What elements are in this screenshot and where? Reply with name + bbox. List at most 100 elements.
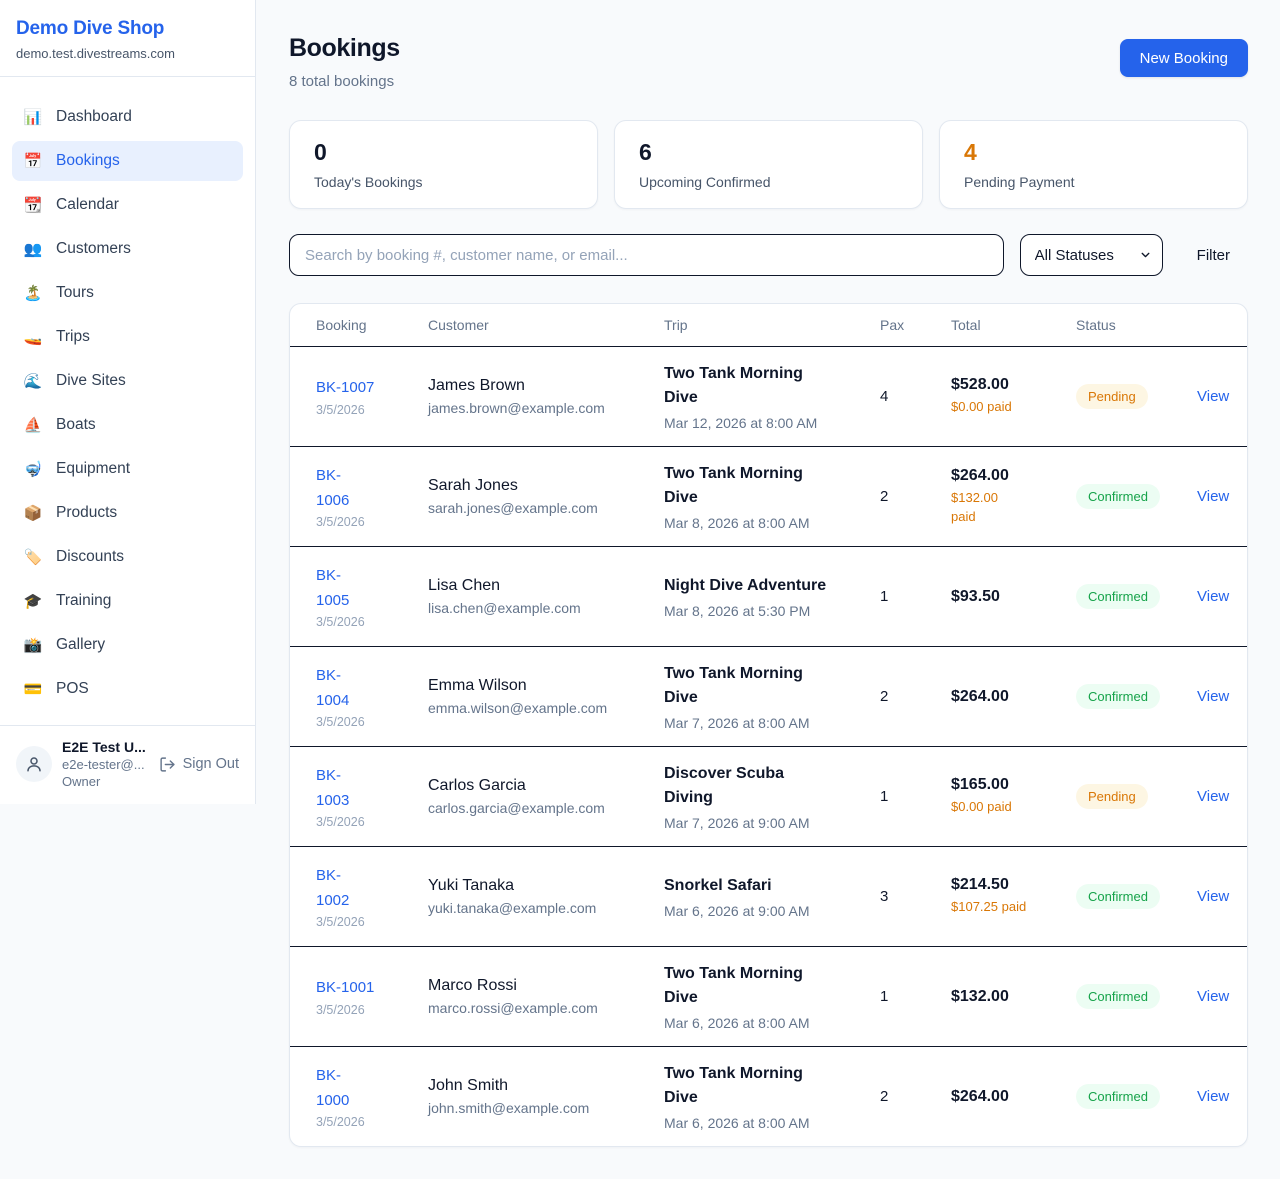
view-link[interactable]: View [1197, 887, 1230, 905]
column-header-booking: Booking [316, 317, 367, 333]
filter-button[interactable]: Filter [1179, 239, 1248, 272]
sidebar-item-label: Products [56, 504, 118, 521]
total-amount: $132.00 [951, 987, 1009, 1005]
sidebar-item-tours[interactable]: 🏝️ Tours [12, 273, 243, 313]
trip-name: Two Tank Morning Dive [664, 665, 803, 706]
view-link[interactable]: View [1197, 687, 1230, 705]
stat-value: 4 [964, 139, 977, 165]
view-cell: View [1197, 588, 1229, 606]
booking-id-link[interactable]: BK-1001 [316, 979, 375, 997]
sidebar-item-label: Dashboard [56, 108, 132, 125]
sidebar-item-bookings[interactable]: 📅 Bookings [12, 141, 243, 181]
booking-cell: BK- 1000 3/5/2026 [316, 1064, 428, 1130]
pax-value: 2 [880, 1088, 889, 1105]
status-badge: Confirmed [1076, 984, 1160, 1009]
column-header-trip: Trip [664, 317, 688, 333]
customer-email: lisa.chen@example.com [428, 600, 581, 616]
status-badge: Confirmed [1076, 1084, 1160, 1109]
status-select-wrap: All Statuses [1019, 234, 1163, 276]
page-title: Bookings [289, 34, 400, 62]
view-link[interactable]: View [1197, 587, 1230, 605]
status-cell: Pending [1076, 784, 1197, 809]
total-cell: $264.00 $132.00 paid [951, 467, 1076, 527]
total-cell: $132.00 [951, 988, 1076, 1006]
total-amount: $264.00 [951, 687, 1009, 705]
customer-name: Lisa Chen [428, 577, 501, 594]
sidebar-item-pos[interactable]: 💳 POS [12, 669, 243, 709]
stat-card: 4 Pending Payment [939, 120, 1248, 209]
sidebar-item-label: Discounts [56, 548, 125, 565]
trip-datetime: Mar 8, 2026 at 8:00 AM [664, 515, 810, 531]
sign-out-button[interactable]: Sign Out [159, 754, 239, 775]
sidebar-header: Demo Dive Shop demo.test.divestreams.com [0, 0, 255, 77]
status-cell: Pending [1076, 384, 1197, 409]
total-amount: $93.50 [951, 587, 1000, 605]
trip-datetime: Mar 12, 2026 at 8:00 AM [664, 415, 818, 431]
status-badge: Confirmed [1076, 684, 1160, 709]
total-cell: $214.50 $107.25 paid [951, 876, 1076, 917]
status-cell: Confirmed [1076, 684, 1197, 709]
status-cell: Confirmed [1076, 584, 1197, 609]
view-link[interactable]: View [1197, 487, 1230, 505]
booking-id-link[interactable]: BK- 1003 [316, 766, 350, 809]
sidebar-item-customers[interactable]: 👥 Customers [12, 229, 243, 269]
view-link[interactable]: View [1197, 1087, 1230, 1105]
customer-name: John Smith [428, 1077, 509, 1094]
status-cell: Confirmed [1076, 984, 1197, 1009]
view-link[interactable]: View [1197, 387, 1230, 405]
table-row: BK-1007 3/5/2026 James Brown james.brown… [290, 346, 1247, 446]
booking-id-link[interactable]: BK- 1004 [316, 666, 350, 709]
total-amount: $264.00 [951, 1087, 1009, 1105]
sidebar-item-label: Training [56, 592, 112, 609]
booking-id-link[interactable]: BK- 1005 [316, 566, 350, 609]
customer-cell: Yuki Tanaka yuki.tanaka@example.com [428, 877, 664, 916]
trip-name: Two Tank Morning Dive [664, 1065, 803, 1106]
booking-id-link[interactable]: BK-1007 [316, 379, 375, 397]
view-link[interactable]: View [1197, 987, 1230, 1005]
trip-cell: Two Tank Morning Dive Mar 12, 2026 at 8:0… [664, 362, 880, 431]
sidebar-item-trips[interactable]: 🚤 Trips [12, 317, 243, 357]
sidebar-item-discounts[interactable]: 🏷️ Discounts [12, 537, 243, 577]
sidebar-item-calendar[interactable]: 📆 Calendar [12, 185, 243, 225]
sidebar-item-products[interactable]: 📦 Products [12, 493, 243, 533]
sidebar-item-boats[interactable]: ⛵ Boats [12, 405, 243, 445]
sidebar-item-label: Tours [56, 284, 94, 301]
trip-cell: Snorkel Safari Mar 6, 2026 at 9:00 AM [664, 874, 880, 919]
booking-id-link[interactable]: BK- 1000 [316, 1066, 350, 1109]
sidebar-item-label: Gallery [56, 636, 106, 653]
nav-icon: 🏷️ [23, 549, 43, 566]
view-cell: View [1197, 888, 1229, 906]
search-input[interactable] [289, 234, 1004, 276]
stats-row: 0 Today's Bookings 6 Upcoming Confirmed … [289, 120, 1248, 209]
table-row: BK- 1002 3/5/2026 Yuki Tanaka yuki.tanaka… [290, 846, 1247, 946]
pax-value: 1 [880, 588, 889, 605]
customer-email: john.smith@example.com [428, 1100, 590, 1116]
pax-value: 3 [880, 888, 889, 905]
booking-date: 3/5/2026 [316, 715, 365, 730]
customer-cell: James Brown james.brown@example.com [428, 377, 664, 416]
customer-name: Marco Rossi [428, 977, 517, 994]
booking-id-link[interactable]: BK- 1006 [316, 466, 350, 509]
trip-datetime: Mar 8, 2026 at 5:30 PM [664, 603, 811, 619]
table-header-row: Booking Customer Trip Pax Total Status [290, 304, 1247, 346]
new-booking-button[interactable]: New Booking [1119, 39, 1248, 77]
customer-cell: John Smith john.smith@example.com [428, 1077, 664, 1116]
sidebar-item-dive-sites[interactable]: 🌊 Dive Sites [12, 361, 243, 401]
user-email: e2e-tester@... [62, 757, 145, 772]
customer-cell: Lisa Chen lisa.chen@example.com [428, 577, 664, 616]
sidebar-item-training[interactable]: 🎓 Training [12, 581, 243, 621]
booking-id-link[interactable]: BK- 1002 [316, 866, 350, 909]
view-link[interactable]: View [1197, 787, 1230, 805]
pax-value: 1 [880, 988, 889, 1005]
status-select[interactable]: All Statuses [1019, 234, 1163, 276]
total-cell: $528.00 $0.00 paid [951, 376, 1076, 417]
sidebar-item-gallery[interactable]: 📸 Gallery [12, 625, 243, 665]
sidebar-item-dashboard[interactable]: 📊 Dashboard [12, 97, 243, 137]
paid-amount: $0.00 paid [951, 399, 1012, 415]
booking-cell: BK- 1006 3/5/2026 [316, 464, 428, 530]
nav-icon: 👥 [23, 241, 43, 258]
view-cell: View [1197, 788, 1229, 806]
sidebar-item-equipment[interactable]: 🤿 Equipment [12, 449, 243, 489]
page-header: Bookings 8 total bookings New Booking [289, 34, 1248, 90]
trip-name: Snorkel Safari [664, 877, 772, 894]
